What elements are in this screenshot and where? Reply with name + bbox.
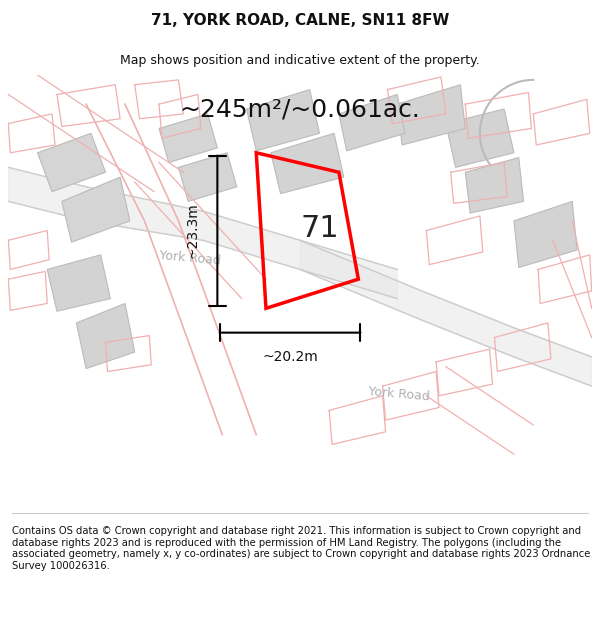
Polygon shape: [8, 168, 397, 299]
Text: Map shows position and indicative extent of the property.: Map shows position and indicative extent…: [120, 54, 480, 68]
Polygon shape: [47, 255, 110, 311]
Polygon shape: [76, 304, 135, 369]
Polygon shape: [159, 114, 217, 162]
Polygon shape: [397, 85, 465, 145]
Text: 71, YORK ROAD, CALNE, SN11 8FW: 71, YORK ROAD, CALNE, SN11 8FW: [151, 12, 449, 28]
Polygon shape: [465, 158, 524, 213]
Text: 71: 71: [300, 214, 339, 243]
Polygon shape: [339, 94, 405, 151]
Polygon shape: [62, 177, 130, 242]
Polygon shape: [247, 89, 319, 151]
Text: York Road: York Road: [159, 249, 221, 268]
Polygon shape: [178, 152, 237, 201]
Polygon shape: [38, 133, 106, 192]
Text: ~20.2m: ~20.2m: [262, 350, 318, 364]
Polygon shape: [446, 109, 514, 168]
Polygon shape: [300, 240, 592, 386]
Text: ~23.3m: ~23.3m: [186, 202, 200, 258]
Polygon shape: [271, 133, 344, 194]
Text: Contains OS data © Crown copyright and database right 2021. This information is : Contains OS data © Crown copyright and d…: [12, 526, 590, 571]
Text: ~245m²/~0.061ac.: ~245m²/~0.061ac.: [179, 97, 421, 121]
Polygon shape: [514, 201, 577, 268]
Text: York Road: York Road: [368, 386, 431, 404]
